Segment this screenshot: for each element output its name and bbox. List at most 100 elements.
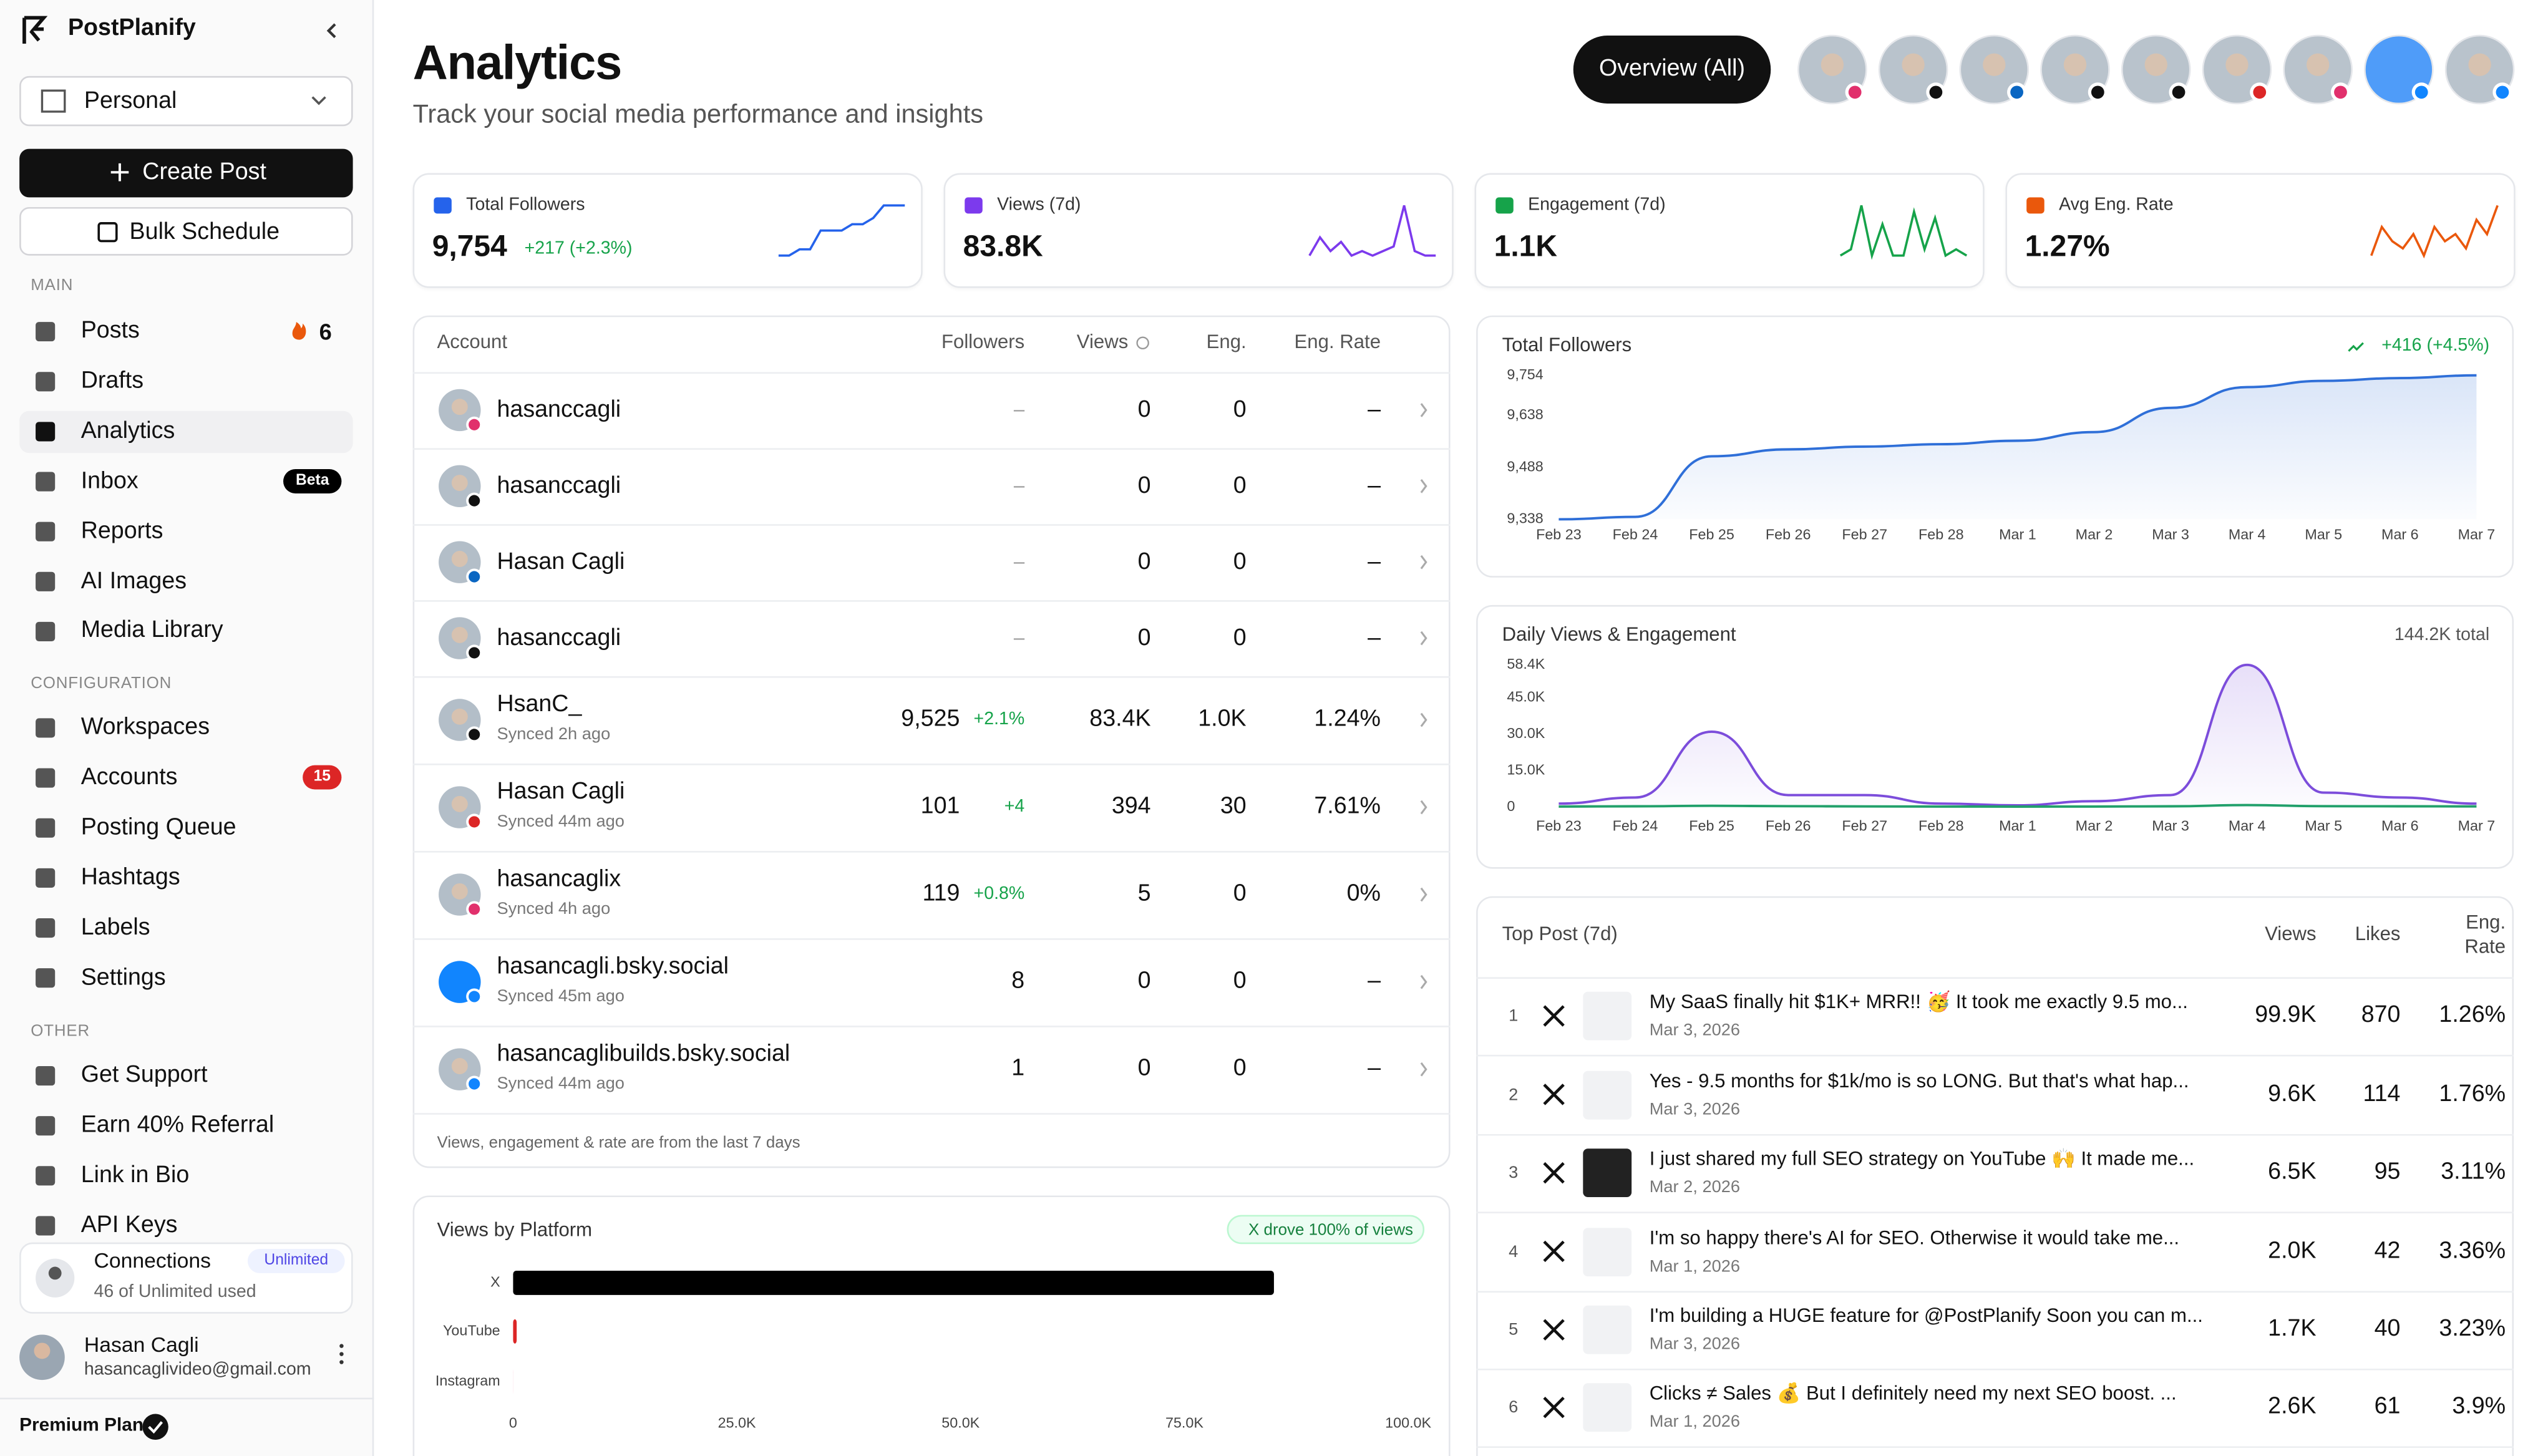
platform-dot <box>1848 85 1862 99</box>
nav-label[interactable]: Analytics <box>80 418 175 444</box>
nav-label[interactable]: Posting Queue <box>80 814 236 841</box>
avatar-face <box>2063 53 2087 76</box>
bulk-schedule-button[interactable] <box>19 206 353 256</box>
chart-annotation: +416 (+4.5%) <box>2381 336 2490 356</box>
platform-dot <box>2414 85 2428 99</box>
eng-rate: – <box>1368 624 1381 651</box>
engagement: 0 <box>1233 968 1247 995</box>
nav-label[interactable]: API Keys <box>80 1212 178 1238</box>
platform-dot <box>1929 85 1943 99</box>
account-synced: Synced 44m ago <box>497 812 625 832</box>
followers: 8 <box>1011 968 1025 995</box>
account-name[interactable]: hasanccagli <box>497 396 621 423</box>
post-date: Mar 3, 2026 <box>1649 1334 1741 1354</box>
nav-label[interactable]: Inbox <box>80 468 139 494</box>
table-header: Eng. <box>1206 330 1247 353</box>
table-header: Views <box>1076 330 1129 353</box>
eng-rate: – <box>1368 548 1381 575</box>
post-thumbnail <box>1583 1383 1632 1432</box>
post-likes: 42 <box>2374 1238 2401 1264</box>
nav-label[interactable]: Media Library <box>80 618 223 644</box>
post-text[interactable]: Yes - 9.5 months for $1k/mo is so LONG. … <box>1649 1069 2189 1092</box>
stat-label: Engagement (7d) <box>1528 195 1666 215</box>
row-divider <box>1476 1133 2514 1136</box>
followers: 101 <box>920 794 960 820</box>
page-subtitle: Track your social media performance and … <box>412 101 983 129</box>
followers-panel <box>1476 315 2514 578</box>
account-filter-avatar <box>1797 34 1867 105</box>
nav-label[interactable]: Labels <box>80 914 150 941</box>
row-divider <box>412 1113 1451 1115</box>
nav-label[interactable]: AI Images <box>80 568 187 595</box>
chart-annotation: 144.2K total <box>2394 625 2490 645</box>
post-text[interactable]: I'm building a HUGE feature for @PostPla… <box>1649 1304 2203 1327</box>
nav-label[interactable]: Hashtags <box>80 864 180 891</box>
user-email: hasancaglivideo@gmail.com <box>84 1360 311 1380</box>
platform-badge <box>2411 82 2431 102</box>
row-divider <box>1476 1446 2514 1449</box>
create-post-button[interactable] <box>19 148 353 198</box>
engagement: 0 <box>1233 396 1247 423</box>
stat-value: 1.1K <box>1494 228 1558 263</box>
table-header: Top Post (7d) <box>1502 922 1618 945</box>
overview-label: Overview (All) <box>1598 56 1746 82</box>
nav-label[interactable]: Earn 40% Referral <box>80 1112 275 1138</box>
views: 0 <box>1137 968 1151 995</box>
post-rate: 1.76% <box>2439 1080 2506 1107</box>
bulk-schedule-label: Bulk Schedule <box>129 219 280 246</box>
table-header: Followers <box>941 330 1025 353</box>
nav-label[interactable]: Workspaces <box>80 714 210 740</box>
overview-button[interactable] <box>1573 36 1771 104</box>
account-name[interactable]: hasancaglibuilds.bsky.social <box>497 1041 790 1067</box>
nav-label[interactable]: Link in Bio <box>80 1162 190 1188</box>
row-divider <box>412 448 1451 450</box>
followers-delta: +2.1% <box>973 709 1025 729</box>
workspace-select[interactable] <box>19 75 353 127</box>
account-name[interactable]: hasancaglix <box>497 866 621 893</box>
stat-value: 83.8K <box>963 228 1043 263</box>
platform-dot <box>2010 85 2023 99</box>
table-header: Eng. Rate <box>1294 330 1381 353</box>
connections-usage: 46 of Unlimited used <box>94 1282 256 1302</box>
post-rank: 6 <box>1509 1397 1519 1417</box>
row-divider <box>1476 1368 2514 1371</box>
post-rate: 3.36% <box>2439 1238 2506 1264</box>
account-name[interactable]: HsanC_ <box>497 692 582 718</box>
account-name[interactable]: hasanccagli <box>497 624 621 651</box>
account-name[interactable]: hasancagli.bsky.social <box>497 954 729 980</box>
nav-label[interactable]: Reports <box>80 518 163 545</box>
account-name[interactable]: hasanccagli <box>497 472 621 499</box>
followers: 119 <box>922 881 960 907</box>
views: 0 <box>1137 472 1151 499</box>
eng-rate: – <box>1368 968 1381 995</box>
avatar-face <box>1902 53 1925 76</box>
post-text[interactable]: Clicks ≠ Sales 💰 But I definitely need m… <box>1649 1381 2177 1405</box>
nav-label[interactable]: Accounts <box>80 764 178 790</box>
views: 5 <box>1137 881 1151 907</box>
account-filter-avatar <box>1878 34 1948 105</box>
platform-badge <box>2330 82 2351 102</box>
nav-label[interactable]: Settings <box>80 964 166 991</box>
nav-active-bg <box>19 410 353 453</box>
connections-title: Connections <box>94 1248 212 1273</box>
table-header: Views <box>2265 922 2317 945</box>
account-name[interactable]: Hasan Cagli <box>497 548 625 575</box>
table-header: Account <box>437 330 507 353</box>
avatar-face <box>2225 53 2249 76</box>
post-thumbnail <box>1583 1227 1632 1276</box>
post-text[interactable]: I'm so happy there's AI for SEO. Otherwi… <box>1649 1225 2180 1248</box>
nav-badge: 15 <box>313 767 331 785</box>
post-rate: 1.26% <box>2439 1002 2506 1029</box>
nav-label[interactable]: Posts <box>80 318 140 344</box>
nav-label[interactable]: Drafts <box>80 368 144 394</box>
chart-annotation: X drove 100% of views <box>1248 1221 1413 1240</box>
post-likes: 870 <box>2361 1002 2401 1029</box>
account-name[interactable]: Hasan Cagli <box>497 779 625 805</box>
top-posts-panel <box>1476 896 2514 1456</box>
nav-label[interactable]: Get Support <box>80 1062 208 1089</box>
post-text[interactable]: My SaaS finally hit $1K+ MRR!! 🥳 It took… <box>1649 990 2188 1013</box>
section-title: MAIN <box>31 277 74 295</box>
post-text[interactable]: I just shared my full SEO strategy on Yo… <box>1649 1147 2195 1170</box>
section-title: OTHER <box>31 1022 90 1041</box>
account-filter-avatar <box>2444 34 2515 105</box>
